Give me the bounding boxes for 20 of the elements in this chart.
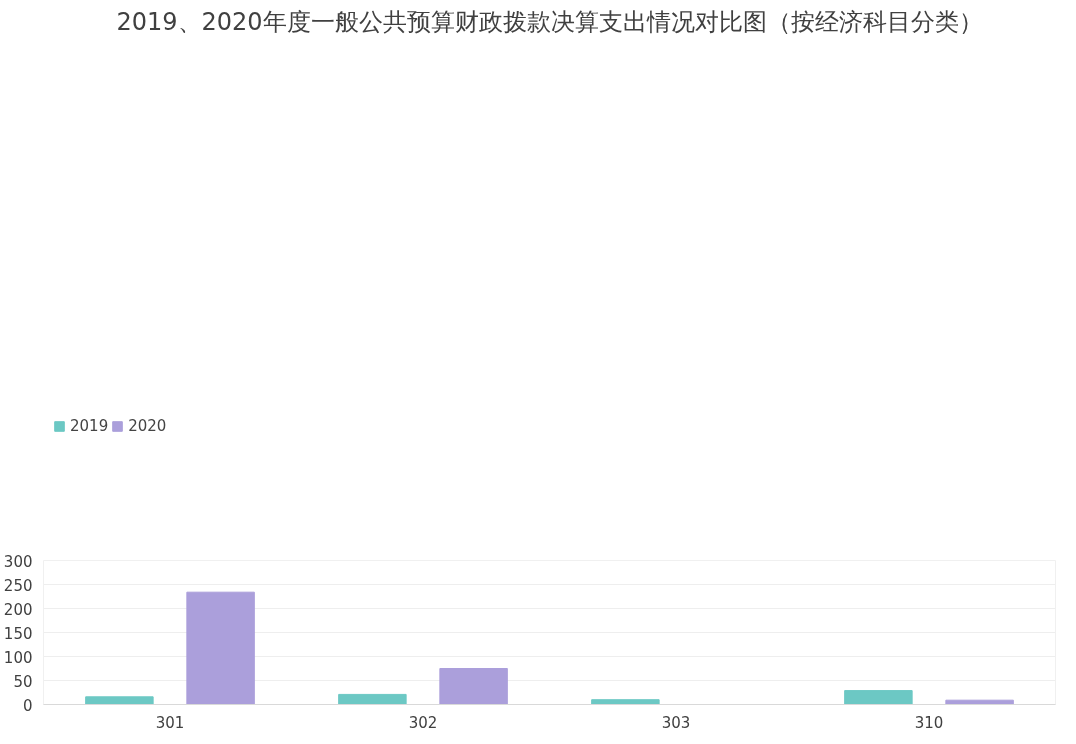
- x-tick-label: 310: [914, 713, 944, 732]
- x-tick-label: 301: [155, 713, 185, 732]
- bar: [85, 696, 154, 705]
- chart-title: 2019、2020年度一般公共预算财政拨款决算支出情况对比图（按经济科目分类）: [116, 7, 983, 36]
- x-tick-label: 302: [408, 713, 438, 732]
- bar: [439, 668, 508, 705]
- legend-label: 2019: [70, 416, 109, 435]
- y-tick-label: 200: [3, 600, 33, 619]
- y-tick-label: 0: [22, 696, 33, 715]
- x-tick-label: 303: [661, 713, 691, 732]
- bar: [844, 690, 913, 705]
- y-tick-label: 100: [3, 648, 33, 667]
- y-tick-label: 50: [13, 672, 33, 691]
- y-tick-label: 150: [3, 624, 33, 643]
- legend-label: 2020: [128, 416, 167, 435]
- y-tick-label: 250: [3, 576, 33, 595]
- bar: [186, 591, 255, 705]
- y-tick-label: 300: [3, 552, 33, 571]
- bar: [338, 693, 407, 705]
- bar: [591, 699, 660, 705]
